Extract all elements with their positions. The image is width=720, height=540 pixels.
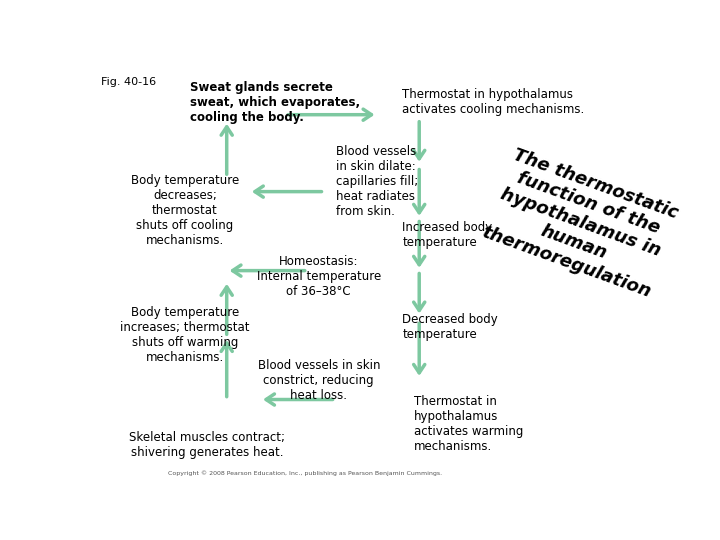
Text: Copyright © 2008 Pearson Education, Inc., publishing as Pearson Benjamin Cumming: Copyright © 2008 Pearson Education, Inc.…	[168, 471, 442, 476]
Text: Sweat glands secrete
sweat, which evaporates,
cooling the body.: Sweat glands secrete sweat, which evapor…	[190, 80, 361, 124]
Text: Body temperature
increases; thermostat
shuts off warming
mechanisms.: Body temperature increases; thermostat s…	[120, 306, 250, 364]
Text: Decreased body
temperature: Decreased body temperature	[402, 313, 498, 341]
Text: Blood vessels in skin
constrict, reducing
heat loss.: Blood vessels in skin constrict, reducin…	[258, 359, 380, 402]
Text: Thermostat in
hypothalamus
activates warming
mechanisms.: Thermostat in hypothalamus activates war…	[413, 395, 523, 454]
Text: Increased body
temperature: Increased body temperature	[402, 221, 492, 249]
Text: Blood vessels
in skin dilate:
capillaries fill;
heat radiates
from skin.: Blood vessels in skin dilate: capillarie…	[336, 145, 418, 218]
Text: Fig. 40-16: Fig. 40-16	[101, 77, 156, 87]
Text: Skeletal muscles contract;
shivering generates heat.: Skeletal muscles contract; shivering gen…	[129, 431, 285, 459]
Text: Thermostat in hypothalamus
activates cooling mechanisms.: Thermostat in hypothalamus activates coo…	[402, 88, 585, 116]
Text: Body temperature
decreases;
thermostat
shuts off cooling
mechanisms.: Body temperature decreases; thermostat s…	[131, 174, 239, 247]
Text: Homeostasis:
Internal temperature
of 36–38°C: Homeostasis: Internal temperature of 36–…	[256, 255, 381, 299]
Text: The thermostatic
function of the
hypothalamus in
human
thermoregulation: The thermostatic function of the hypotha…	[480, 145, 683, 301]
